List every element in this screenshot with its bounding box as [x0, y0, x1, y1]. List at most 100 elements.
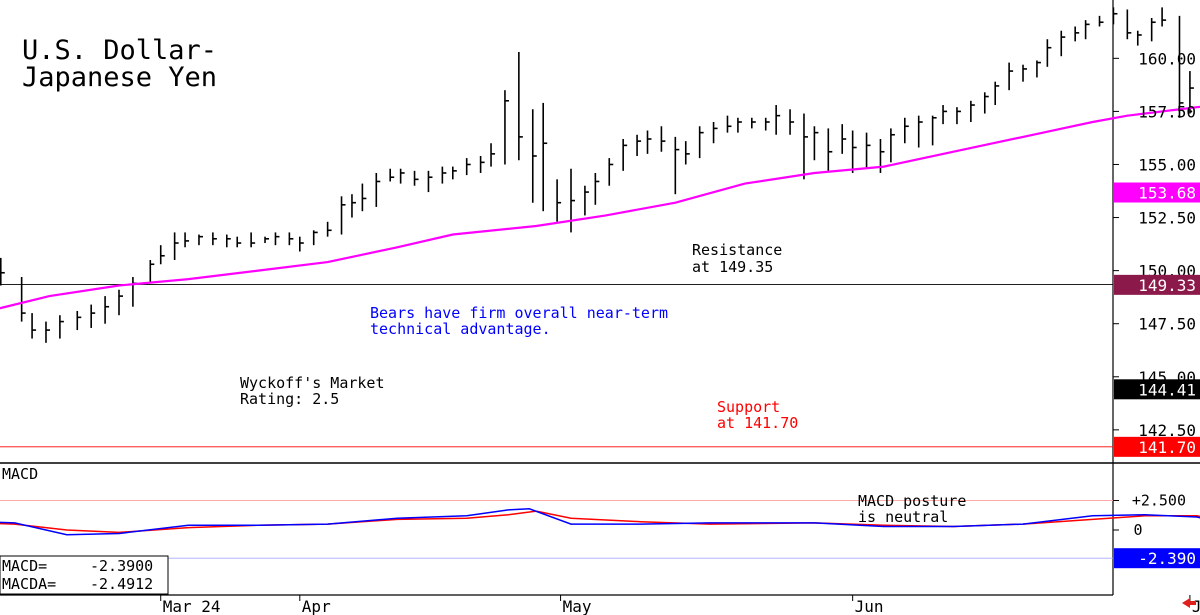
price-bar [1036, 60, 1041, 78]
price-bar [970, 100, 975, 123]
price-bar [375, 172, 381, 207]
price-bar [917, 115, 923, 148]
price-bar [236, 236, 242, 248]
price-badge: 141.70 [1114, 436, 1200, 457]
price-bar [225, 234, 231, 248]
macda-readout-label: MACDA= [2, 575, 56, 593]
price-bar [1112, 7, 1118, 25]
price-bar [274, 232, 280, 246]
date-axis-ticks: Mar 24AprMayJunJulAugSep [160, 595, 1200, 615]
price-bar [1161, 7, 1167, 27]
price-bar [698, 126, 704, 159]
macd-lines [0, 508, 1200, 536]
price-bar [465, 158, 471, 176]
price-bar [712, 122, 718, 144]
price-bar [132, 276, 137, 307]
price-bar [212, 232, 217, 246]
macd-axis-ticks: +2.500 0 [1113, 492, 1186, 539]
date-tick-label: Jun [855, 597, 884, 615]
macd-readout-label: MACD= [2, 557, 47, 575]
price-bar [184, 232, 190, 248]
price-bar [737, 117, 742, 133]
price-bar [827, 128, 833, 171]
price-badge: 149.33 [1114, 274, 1200, 295]
moving-average-line [0, 105, 1200, 310]
price-bar [1178, 15, 1184, 118]
rating-label-line1: Wyckoff's Market [240, 374, 385, 392]
price-bar [1098, 15, 1104, 27]
reference-lines [0, 283, 1113, 559]
price-bar [264, 236, 270, 244]
date-tick-label: Jul [1192, 597, 1200, 615]
price-bar [399, 168, 405, 184]
price-bar [1008, 62, 1014, 91]
price-bar [441, 166, 447, 184]
support-label-line2: at 141.70 [717, 414, 798, 432]
price-bar [789, 109, 795, 135]
price-badges: 153.68 149.33 144.41 141.70 -2.390 [1114, 182, 1200, 569]
price-bar [983, 92, 989, 114]
price-bar [841, 124, 847, 154]
date-tick-label: Mar 24 [163, 597, 221, 615]
price-bar [326, 221, 332, 237]
resistance-label-line2: at 149.35 [692, 258, 773, 276]
price-bar [931, 115, 937, 146]
macd-annotation-line2: is neutral [858, 508, 948, 526]
price-bar [556, 179, 562, 222]
price-bar [361, 183, 367, 212]
macda-readout-value: -2.4912 [90, 575, 153, 593]
price-bar [504, 90, 509, 165]
price-bar [803, 113, 808, 180]
price-bar [1060, 30, 1066, 57]
price-bar [851, 130, 857, 173]
price-bar [413, 170, 419, 186]
date-tick-label: Apr [302, 597, 331, 615]
price-bar [118, 289, 123, 316]
price-bar [250, 232, 256, 248]
chart-subtitle: Japanese Yen [22, 62, 217, 93]
price-bar [312, 230, 318, 246]
price-tick-label: 147.50 [1138, 315, 1196, 334]
price-badge: 153.68 [1114, 182, 1200, 203]
price-bar [90, 304, 96, 328]
price-tick-label: 157.50 [1138, 102, 1196, 121]
price-bar [622, 139, 628, 171]
price-bar [45, 321, 50, 343]
bears-annotation-line1: Bears have firm overall near-term [370, 304, 668, 322]
svg-text:153.68: 153.68 [1138, 184, 1196, 203]
price-bar [994, 81, 1000, 106]
resistance-label-line1: Resistance [692, 241, 782, 259]
price-bar [751, 117, 756, 129]
price-bar [674, 136, 680, 195]
back-arrow-icon[interactable] [1182, 598, 1196, 608]
price-badge: -2.390 [1114, 548, 1200, 569]
svg-text:149.33: 149.33 [1138, 276, 1196, 295]
price-bar [531, 109, 537, 203]
price-bar [59, 315, 64, 339]
price-bar [1136, 30, 1142, 46]
svg-text:144.41: 144.41 [1138, 380, 1196, 399]
macd-series-macda [0, 510, 1200, 534]
price-bar [594, 172, 600, 205]
date-tick-label: May [563, 597, 592, 615]
price-bar [159, 245, 165, 265]
price-tick-label: 142.50 [1138, 421, 1196, 440]
price-bar [1189, 71, 1194, 114]
price-bar [570, 168, 576, 233]
price-axis-ticks: 160.00157.50155.00152.50150.00147.50145.… [1113, 49, 1196, 440]
price-bar [1150, 17, 1156, 42]
price-bar [1022, 64, 1028, 82]
price-bar [584, 185, 589, 216]
macd-tick-label: 0 [1133, 521, 1142, 539]
price-bar [1046, 39, 1052, 67]
price-bars [0, 7, 1194, 343]
price-bar [813, 126, 819, 161]
price-bar [542, 102, 548, 212]
price-badge: 144.41 [1114, 379, 1200, 400]
price-bar [479, 155, 485, 173]
price-bar [340, 196, 346, 235]
price-bar [684, 141, 690, 165]
price-bar [1126, 9, 1132, 40]
support-label-line1: Support [717, 398, 780, 416]
price-bar [20, 276, 26, 322]
